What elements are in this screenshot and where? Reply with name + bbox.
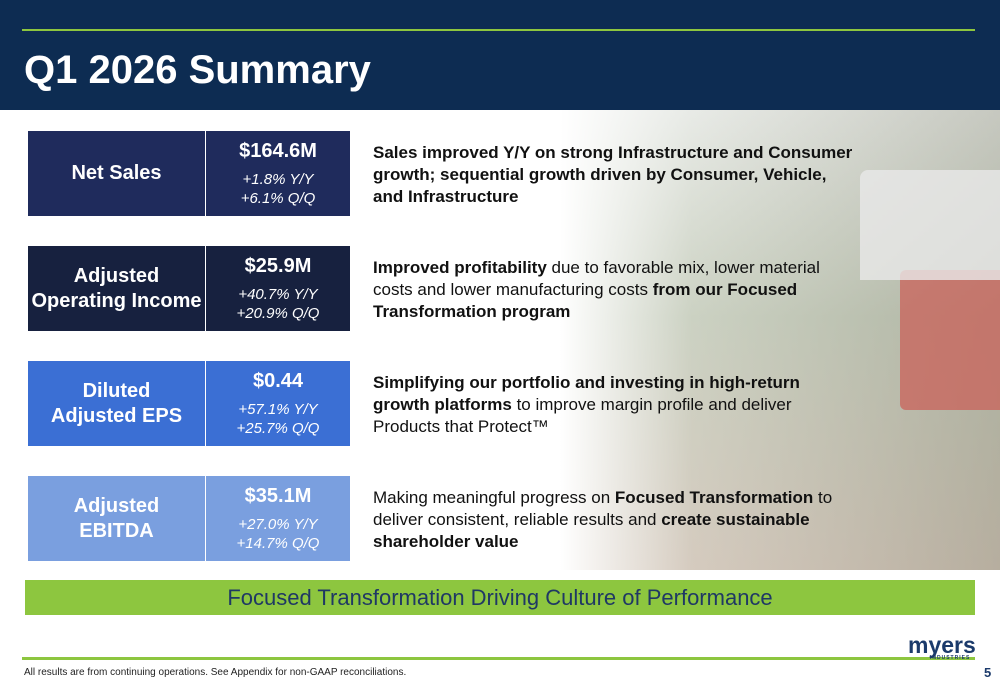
metric-label: Adjusted <box>73 264 160 287</box>
metric-label: Adjusted EPS <box>50 404 183 427</box>
metric-label-box: Diluted Adjusted EPS <box>28 361 205 446</box>
metric-description: Improved profitability due to favorable … <box>373 257 853 323</box>
description-text: Focused Transformation <box>614 488 814 507</box>
description-text: to deliver consistent, reliable results … <box>373 488 833 529</box>
metric-label-box: Net Sales <box>28 131 205 216</box>
description-text: from our Focused Transformation program <box>373 280 798 321</box>
logo-sub: INDUSTRIES <box>930 655 971 661</box>
description-text: due to favorable mix, lower material cos… <box>373 258 820 299</box>
footnote: All results are from continuing operatio… <box>24 667 407 678</box>
metric-value: $25.9M <box>244 255 312 277</box>
metric-qq: +14.7% Q/Q <box>236 535 320 552</box>
metric-qq: +25.7% Q/Q <box>236 420 320 437</box>
metric-yy: +40.7% Y/Y <box>238 286 318 303</box>
metric-yy: +1.8% Y/Y <box>242 171 314 188</box>
metric-value-box: $35.1M +27.0% Y/Y +14.7% Q/Q <box>206 476 350 561</box>
description-text: Improved profitability <box>373 258 547 277</box>
machine-cab <box>860 170 1000 280</box>
description-text: Sales improved Y/Y on strong Infrastruct… <box>373 143 853 206</box>
metric-label-box: Adjusted EBITDA <box>28 476 205 561</box>
metric-value: $35.1M <box>244 485 312 507</box>
page-number: 5 <box>984 665 992 680</box>
description-text: Simplifying our portfolio and investing … <box>373 373 800 414</box>
metric-label: Net Sales <box>71 162 162 184</box>
metric-value: $164.6M <box>239 140 317 162</box>
metric-value-box: $164.6M +1.8% Y/Y +6.1% Q/Q <box>206 131 350 216</box>
footer-rule <box>22 657 975 660</box>
machine <box>900 270 1000 410</box>
description-text: create sustainable shareholder value <box>373 510 810 551</box>
metric-label: EBITDA <box>79 519 154 542</box>
metric-label: Adjusted <box>73 494 160 517</box>
metric-value-box: $0.44 +57.1% Y/Y +25.7% Q/Q <box>206 361 350 446</box>
metric-value-box: $25.9M +40.7% Y/Y +20.9% Q/Q <box>206 246 350 331</box>
metric-description: Simplifying our portfolio and investing … <box>373 372 853 438</box>
metric-value: $0.44 <box>252 370 304 392</box>
header-rule <box>22 29 975 31</box>
metric-label-box: Adjusted Operating Income <box>28 246 205 331</box>
description-text: to improve margin profile and deliver Pr… <box>373 395 792 436</box>
metric-qq: +20.9% Q/Q <box>236 305 320 322</box>
metric-qq: +6.1% Q/Q <box>240 190 316 207</box>
header <box>0 0 1000 110</box>
metric-yy: +57.1% Y/Y <box>238 401 318 418</box>
description-text: Making meaningful progress on <box>373 488 615 507</box>
title: Q1 2026 Summary <box>24 48 371 92</box>
banner: Focused Transformation Driving Culture o… <box>25 580 975 615</box>
metric-label: Diluted <box>82 379 151 402</box>
metric-description: Making meaningful progress on Focused Tr… <box>373 487 853 553</box>
metric-yy: +27.0% Y/Y <box>238 516 318 533</box>
metric-description: Sales improved Y/Y on strong Infrastruct… <box>373 142 853 208</box>
metric-label: Operating Income <box>31 289 202 312</box>
logo-name: myers <box>908 632 976 658</box>
